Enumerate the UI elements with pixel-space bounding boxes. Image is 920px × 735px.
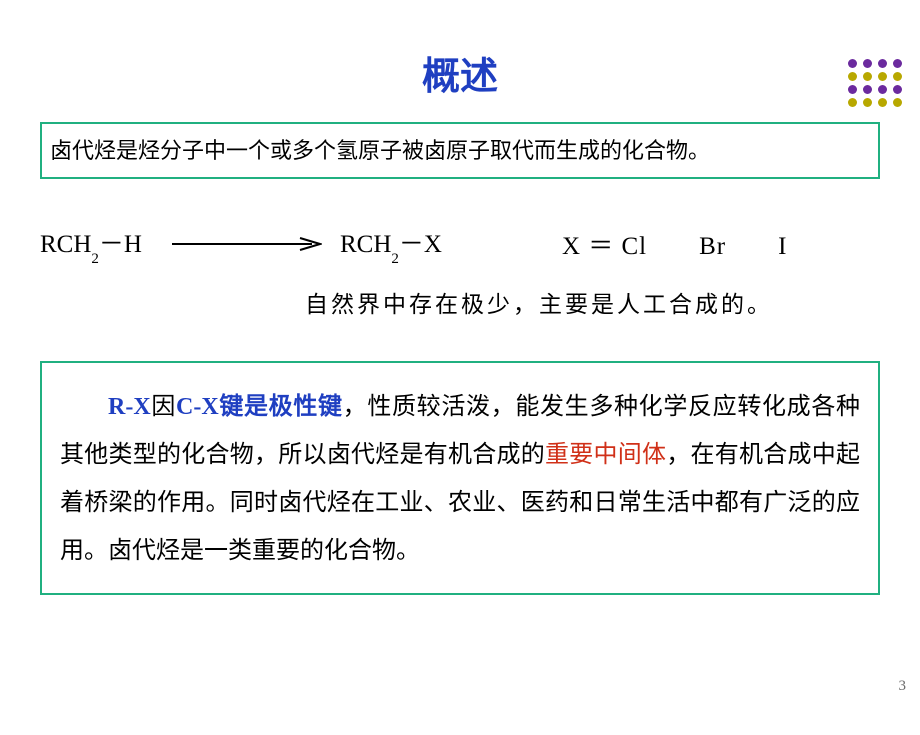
product: RCH2－X [340, 224, 442, 263]
reactant-sub: 2 [91, 251, 99, 267]
x-definition: X ＝ Cl Br I [562, 226, 788, 262]
description-box: R-X因C-X键是极性键，性质较活泼，能发生多种化学反应转化成各种其他类型的化合… [40, 361, 880, 595]
nature-note: 自然界中存在极少，主要是人工合成的。 [305, 285, 880, 319]
arrow-icon [172, 237, 322, 251]
corner-dot-grid [848, 59, 902, 111]
definition-box: 卤代烃是烃分子中一个或多个氢原子被卤原子取代而生成的化合物。 [40, 122, 880, 179]
product-r: RCH [340, 231, 391, 258]
cx-bond-label: C-X键是极性键 [176, 394, 343, 420]
product-sub: 2 [391, 251, 399, 267]
reactant-r: RCH [40, 231, 91, 258]
intermediate-label: 重要中间体 [545, 442, 666, 468]
page-number: 3 [899, 678, 907, 695]
desc-a: 因 [151, 394, 176, 420]
definition-text: 卤代烃是烃分子中一个或多个氢原子被卤原子取代而生成的化合物。 [50, 138, 710, 163]
reactant: RCH2－H [40, 224, 142, 263]
reaction-equation: RCH2－H RCH2－X X ＝ Cl Br I [40, 224, 880, 263]
rx-label: R-X [108, 394, 151, 420]
reactant-tail: －H [99, 231, 142, 258]
page-title: 概述 [0, 45, 920, 100]
product-tail: －X [399, 231, 442, 258]
